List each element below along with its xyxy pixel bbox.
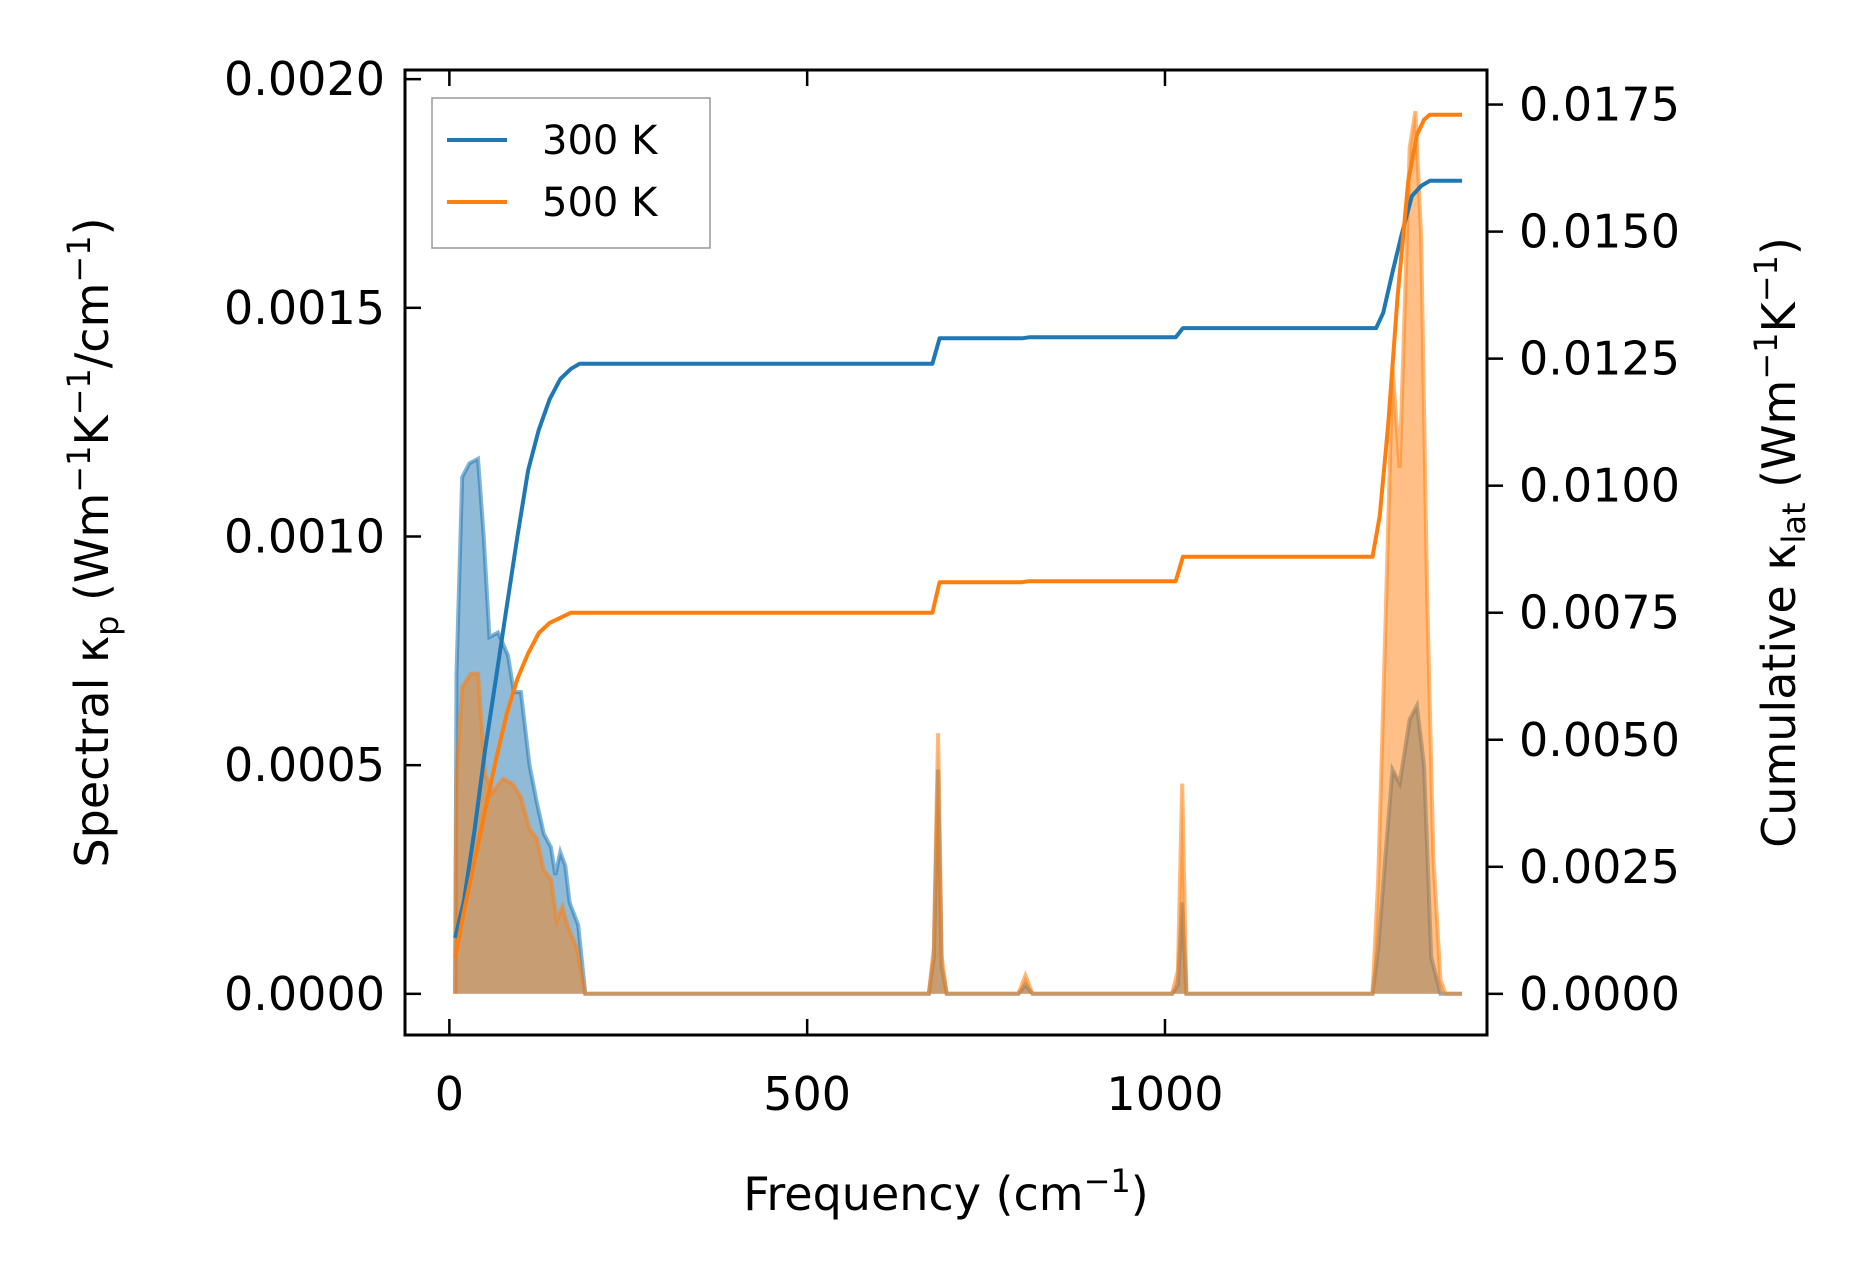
legend: 300 K 500 K (431, 97, 711, 249)
y-left-tick-label: 0.0015 (224, 281, 385, 335)
cumulative-line-300k (453, 178, 1462, 939)
y-left-tick-label: 0.0005 (224, 738, 385, 792)
x-tick-label: 500 (763, 1067, 851, 1121)
y-right-tick-label: 0.0100 (1519, 459, 1680, 513)
x-tick-label: 0 (435, 1067, 464, 1121)
cumulative-line-layer (453, 112, 1462, 959)
y-left-axis-title: Spectral κp (Wm−1K−1/cm−1) (60, 217, 126, 867)
y-right-tick-label: 0.0150 (1519, 205, 1680, 259)
y-right-tick-label: 0.0125 (1519, 332, 1680, 386)
y-right-tick-label: 0.0025 (1519, 840, 1680, 894)
x-axis-title: Frequency (cm−1) (743, 1162, 1148, 1221)
legend-box (431, 97, 711, 249)
x-tick-label: 1000 (1106, 1067, 1223, 1121)
y-left-tick-label: 0.0010 (224, 509, 385, 563)
y-right-tick-label: 0.0075 (1519, 586, 1680, 640)
spectral-line-300k (453, 455, 1462, 996)
legend-label-300k: 300 K (542, 118, 659, 164)
legend-label-500k: 500 K (542, 180, 659, 226)
y-right-tick-label: 0.0000 (1519, 967, 1680, 1021)
axis-labels-layer: Frequency (cm−1) Spectral κp (Wm−1K−1/cm−… (60, 217, 1813, 1221)
ticks-layer: 0 500 1000 0.0000 0.0005 0.0010 0.0015 0.0020 0.… (224, 52, 1680, 1121)
cumulative-line-500k (453, 112, 1462, 959)
y-right-axis-title: Cumulative κlat (Wm−1K−1) (1747, 237, 1813, 848)
y-left-tick-label: 0.0000 (224, 967, 385, 1021)
plot-frame (403, 68, 1489, 1037)
y-left-tick-label: 0.0020 (224, 52, 385, 106)
y-right-tick-label: 0.0050 (1519, 713, 1680, 767)
y-right-tick-label: 0.0175 (1519, 78, 1680, 132)
spectral-area-300k (455, 458, 1463, 994)
